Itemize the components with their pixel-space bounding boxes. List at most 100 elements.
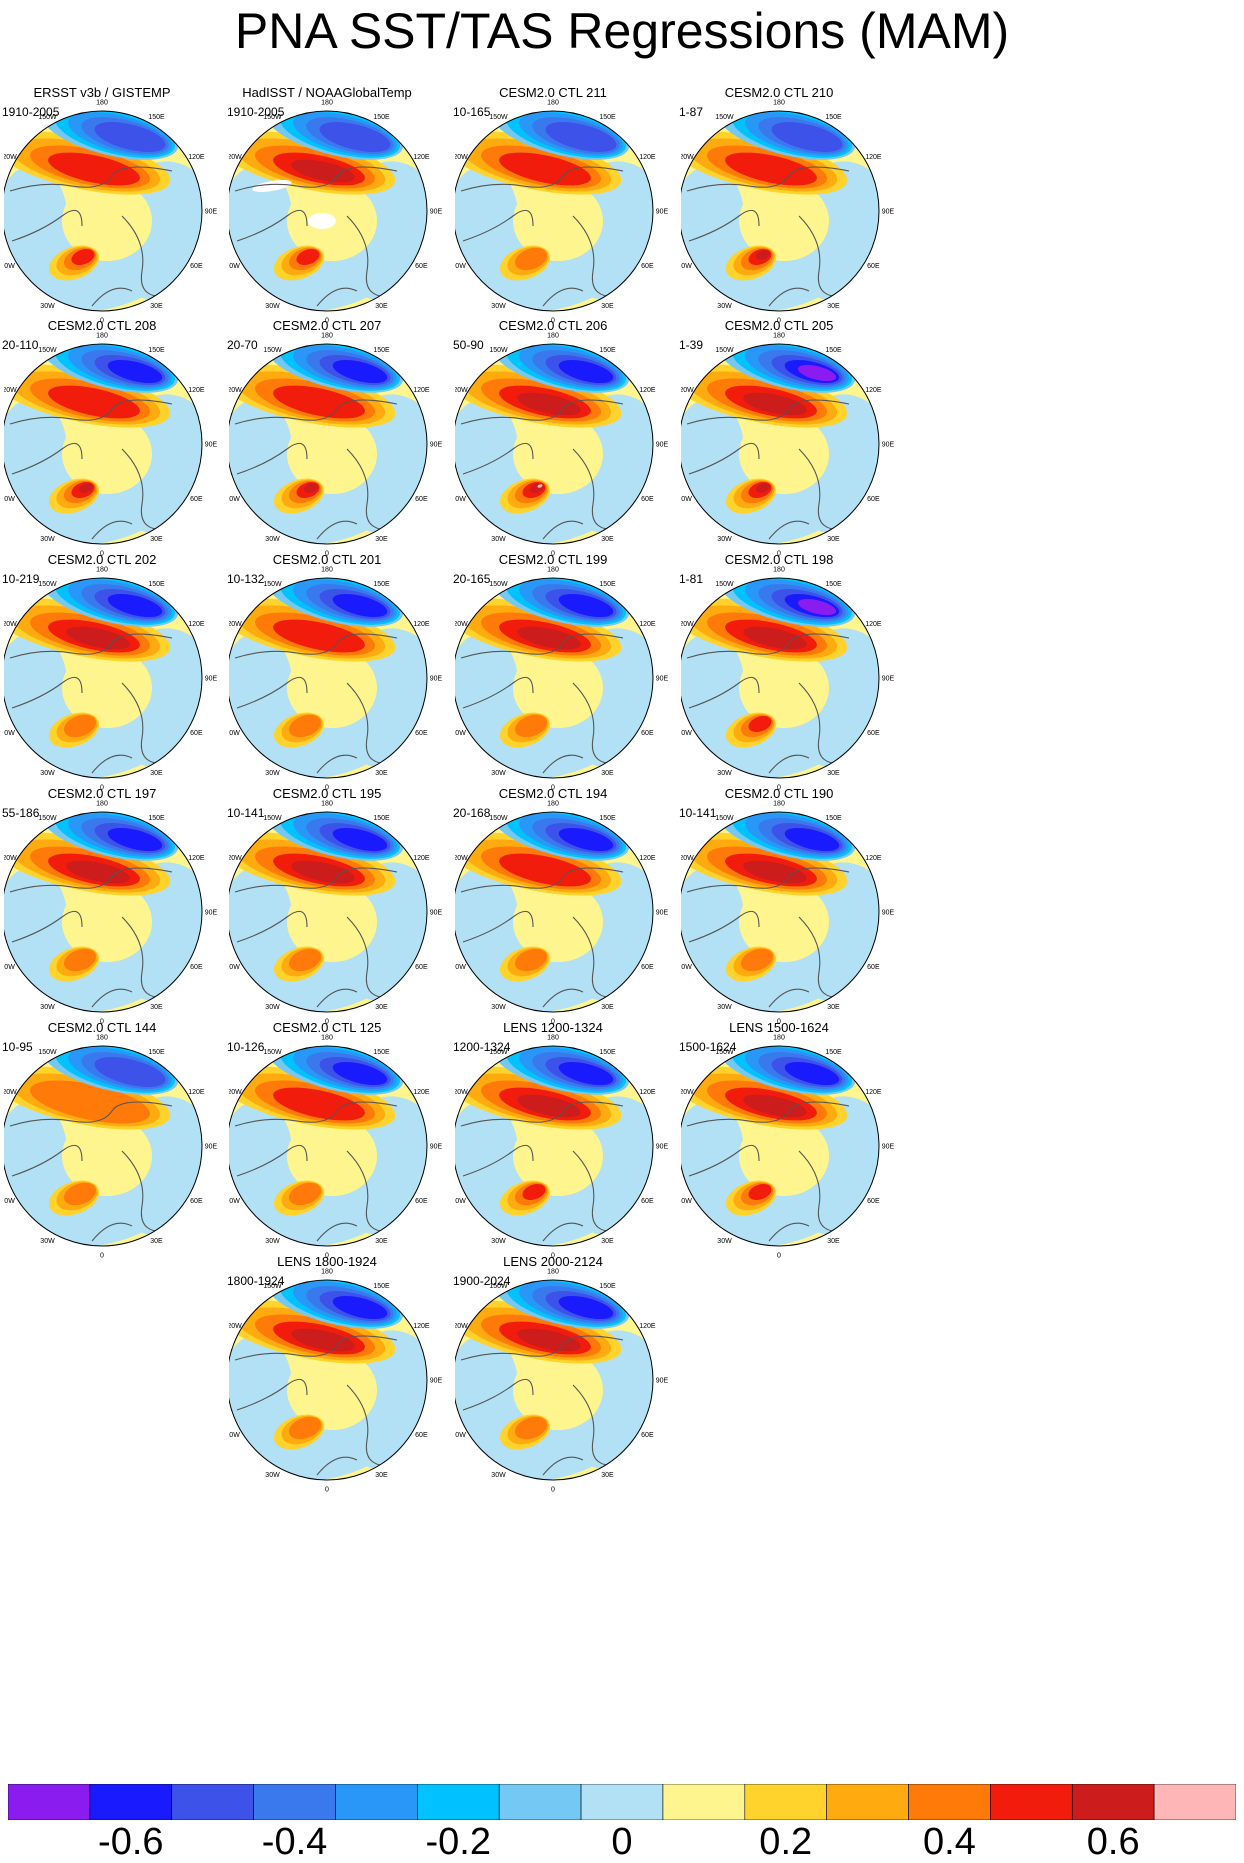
- arctic-positive-field: [62, 414, 152, 494]
- longitude-label: 0: [325, 1019, 329, 1026]
- longitude-label: 0: [100, 318, 104, 325]
- longitude-label: 90E: [656, 209, 669, 216]
- longitude-label: 60E: [641, 1432, 654, 1439]
- longitude-label: 0: [325, 551, 329, 558]
- atlantic-positive-patch: [748, 1183, 772, 1201]
- longitude-label: 120E: [865, 154, 882, 161]
- colorbar-swatch: [580, 1784, 664, 1820]
- longitude-label: 150W: [489, 1283, 508, 1290]
- longitude-label: 0: [325, 785, 329, 792]
- panel-years: 1800-1924: [227, 1274, 285, 1288]
- longitude-label: 120W: [681, 154, 694, 161]
- panel-years: 1-87: [679, 105, 704, 119]
- panel-years: 20-165: [453, 572, 491, 586]
- arctic-positive-field: [739, 882, 829, 962]
- longitude-label: 180: [547, 1269, 559, 1276]
- longitude-label: 180: [547, 333, 559, 340]
- pacific-positive-lobe: [743, 1094, 807, 1118]
- colorbar-tick-label: -0.6: [98, 1821, 164, 1863]
- panel-title: LENS 1200-1324: [503, 1020, 603, 1035]
- longitude-label: 60E: [641, 1198, 654, 1205]
- longitude-label: 0: [777, 551, 781, 558]
- polar-map: 180150E120E90E60E30E030W60W90W120W150W: [4, 100, 218, 325]
- arctic-positive-field: [62, 648, 152, 728]
- map-boundary: [455, 1279, 654, 1481]
- longitude-label: 60E: [415, 1198, 428, 1205]
- arctic-positive-field: [287, 414, 377, 494]
- longitude-label: 150E: [599, 815, 616, 822]
- longitude-label: 60E: [190, 1198, 203, 1205]
- atlantic-positive-patch: [288, 1182, 322, 1206]
- longitude-label: 90E: [430, 676, 443, 683]
- arctic-positive-field: [287, 1116, 377, 1196]
- longitude-label: 60W: [455, 1198, 466, 1205]
- panel-title: LENS 2000-2124: [503, 1254, 603, 1269]
- longitude-label: 150E: [373, 347, 390, 354]
- polar-map: 180150E120E90E60E30E030W60W90W120W150W: [229, 1269, 443, 1494]
- longitude-label: 30W: [40, 536, 55, 543]
- longitude-label: 60E: [415, 1432, 428, 1439]
- longitude-label: 150E: [825, 347, 842, 354]
- panel-title: LENS 1800-1924: [277, 1254, 377, 1269]
- pacific-negative-lobe: [558, 827, 614, 852]
- map-boundary: [4, 110, 203, 312]
- longitude-label: 150W: [38, 114, 57, 121]
- pacific-positive-lobe: [499, 152, 591, 186]
- longitude-label: 150E: [599, 114, 616, 121]
- pacific-negative-lobe: [332, 593, 388, 618]
- coastline: [460, 633, 624, 774]
- longitude-label: 30W: [717, 1004, 732, 1011]
- pacific-negative-lobe: [545, 122, 617, 152]
- longitude-label: 180: [96, 567, 108, 574]
- longitude-label: 180: [321, 1035, 333, 1042]
- america-negative-field: [455, 1335, 518, 1435]
- map-boundary: [4, 343, 203, 545]
- longitude-label: 150W: [489, 815, 508, 822]
- longitude-label: 120W: [229, 1323, 242, 1330]
- atlantic-positive-patch: [537, 484, 543, 488]
- pacific-positive-lobe: [66, 626, 130, 650]
- map-boundary: [681, 110, 880, 312]
- map-boundary: [229, 1045, 428, 1247]
- longitude-label: 180: [773, 333, 785, 340]
- polar-map: 180150E120E90E60E30E030W60W90W120W150W: [681, 1035, 895, 1260]
- pacific-positive-lobe: [291, 1328, 355, 1352]
- longitude-label: 120W: [229, 621, 242, 628]
- longitude-label: 120W: [229, 154, 242, 161]
- longitude-label: 150E: [148, 581, 165, 588]
- polar-map: 180150E120E90E60E30E030W60W90W120W150W: [455, 801, 669, 1026]
- polar-map: 180150E120E90E60E30E030W60W90W120W150W: [229, 801, 443, 1026]
- longitude-label: 150E: [373, 581, 390, 588]
- longitude-label: 60W: [681, 1198, 692, 1205]
- panel-years: 1-81: [679, 572, 704, 586]
- longitude-label: 90E: [430, 1378, 443, 1385]
- colorbar-swatch: [908, 1784, 991, 1820]
- map-panel: 180150E120E90E60E30E030W60W90W120W150WCE…: [227, 786, 487, 1046]
- longitude-label: 120E: [188, 621, 205, 628]
- longitude-label: 60W: [681, 263, 692, 270]
- polar-map: 180150E120E90E60E30E030W60W90W120W150W: [681, 801, 895, 1026]
- longitude-label: 30E: [150, 1238, 163, 1245]
- longitude-label: 180: [321, 567, 333, 574]
- colorbar-swatch: [1153, 1784, 1236, 1820]
- map-panel: 180150E120E90E60E30E030W60W90W120W150WCE…: [227, 552, 487, 812]
- arctic-positive-field: [513, 1350, 603, 1430]
- arctic-positive-field: [62, 882, 152, 962]
- map-boundary: [4, 811, 203, 1013]
- map-panel: 180150E120E90E60E30E030W60W90W120W150WCE…: [2, 552, 262, 812]
- longitude-label: 120W: [455, 1323, 468, 1330]
- panel-title: CESM2.0 CTL 211: [499, 85, 607, 100]
- longitude-label: 150W: [715, 114, 734, 121]
- pacific-positive-lobe: [291, 159, 355, 183]
- longitude-label: 120E: [865, 621, 882, 628]
- america-negative-field: [681, 166, 744, 266]
- longitude-label: 0: [100, 1253, 104, 1260]
- map-boundary: [681, 577, 880, 779]
- longitude-label: 120W: [229, 1089, 242, 1096]
- polar-map: 180150E120E90E60E30E030W60W90W120W150W: [4, 567, 218, 792]
- map-boundary: [229, 577, 428, 779]
- map-boundary: [4, 577, 203, 779]
- longitude-label: 60E: [190, 964, 203, 971]
- panel-years: 10-165: [453, 105, 491, 119]
- pacific-positive-lobe: [499, 853, 591, 887]
